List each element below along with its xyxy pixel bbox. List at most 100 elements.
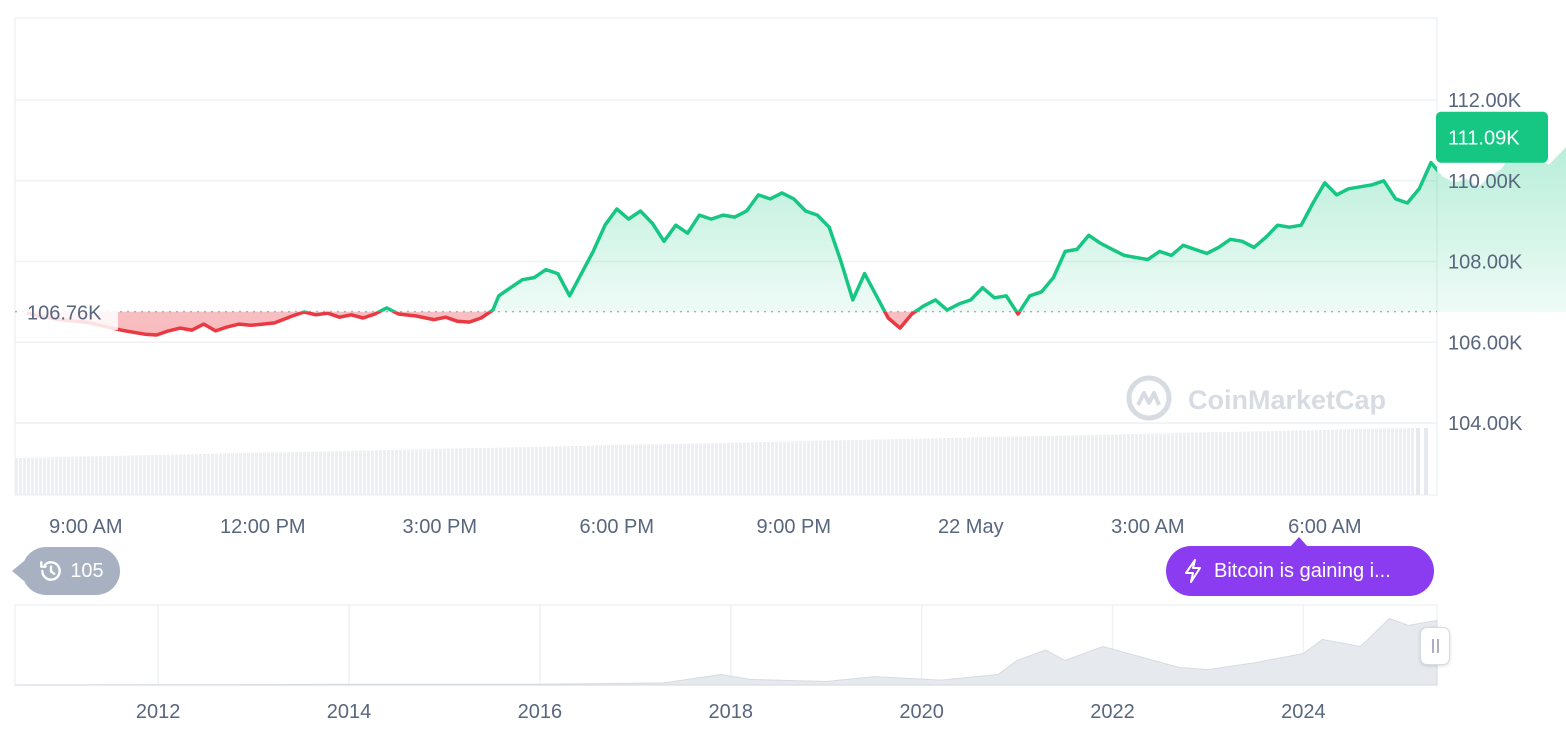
volume-bar	[1007, 436, 1010, 495]
range-navigator[interactable]: 2012 2014 2016 2018 2020 2022 2024	[14, 604, 1438, 723]
volume-bar	[995, 436, 998, 495]
volume-bar	[35, 457, 38, 495]
volume-bar	[347, 450, 350, 495]
volume-bar	[491, 447, 494, 495]
volume-bar	[1371, 428, 1374, 495]
navigator-tick-label: 2014	[327, 701, 372, 723]
navigator-handle[interactable]	[1420, 627, 1450, 665]
x-tick-label: 22 May	[938, 516, 1004, 538]
volume-bar	[899, 439, 902, 495]
volume-bar	[687, 443, 690, 495]
volume-bar	[215, 453, 218, 495]
volume-bar	[291, 452, 294, 495]
volume-bar	[823, 440, 826, 495]
volume-bar	[1071, 435, 1074, 495]
volume-bar	[299, 451, 302, 495]
volume-bar	[1179, 433, 1182, 495]
navigator-tick-label: 2022	[1090, 701, 1135, 723]
volume-bar	[839, 440, 842, 495]
volume-bar	[1291, 430, 1294, 495]
volume-bar	[1247, 431, 1250, 495]
navigator-tick-label: 2018	[709, 701, 754, 723]
volume-bar	[271, 452, 274, 495]
volume-bar	[1107, 434, 1110, 495]
volume-bar	[907, 438, 910, 495]
volume-bar	[399, 449, 402, 495]
volume-bar	[167, 454, 170, 495]
volume-bar	[335, 451, 338, 495]
volume-bar	[31, 457, 34, 495]
y-tick-label: 112.00K	[1448, 90, 1522, 112]
volume-bar	[603, 445, 606, 495]
volume-bar	[783, 441, 786, 495]
volume-bar	[883, 439, 886, 495]
volume-bar	[155, 454, 158, 495]
volume-bar	[379, 450, 382, 495]
volume-bar	[975, 437, 978, 495]
volume-bar	[519, 447, 522, 495]
volume-bar	[631, 444, 634, 495]
volume-bar	[751, 442, 754, 495]
volume-bar	[431, 449, 434, 495]
volume-bar	[679, 443, 682, 495]
volume-bar	[587, 445, 590, 495]
volume-bar	[775, 441, 778, 495]
volume-bar	[455, 448, 458, 495]
volume-bar	[763, 441, 766, 495]
volume-bar	[1295, 430, 1298, 495]
volume-bar	[495, 447, 498, 495]
volume-bar	[1403, 428, 1406, 495]
volume-bar	[895, 439, 898, 495]
volume-bar	[1123, 434, 1126, 495]
volume-bar	[111, 455, 114, 495]
volume-bar	[499, 447, 502, 495]
volume-bar	[815, 440, 818, 495]
news-button[interactable]: Bitcoin is gaining i...	[1166, 537, 1434, 596]
volume-bar	[207, 453, 210, 495]
volume-bar	[1311, 430, 1314, 495]
volume-bar	[1399, 428, 1402, 495]
volume-bar	[1083, 435, 1086, 495]
volume-bar	[1035, 436, 1038, 495]
history-button[interactable]: 105	[12, 547, 120, 595]
volume-bar	[1143, 433, 1146, 495]
volume-bar	[659, 444, 662, 495]
area-above-reference	[379, 147, 1566, 312]
volume-bar	[983, 437, 986, 495]
volume-bar	[575, 445, 578, 495]
volume-bar	[391, 449, 394, 495]
navigator-tick-label: 2020	[899, 701, 944, 723]
volume-bar	[479, 448, 482, 495]
volume-bar	[1243, 431, 1246, 495]
volume-bar	[47, 457, 50, 495]
volume-bar	[959, 437, 962, 495]
volume-bar	[135, 455, 138, 495]
volume-bar	[1363, 429, 1366, 495]
volume-bar	[547, 446, 550, 495]
reference-label: 106.76K	[27, 303, 102, 325]
volume-bar	[1355, 429, 1358, 495]
volume-bar	[1075, 435, 1078, 495]
volume-bar	[95, 456, 98, 495]
volume-bar	[635, 444, 638, 495]
volume-bar	[131, 455, 134, 495]
volume-bar	[367, 450, 370, 495]
volume-bar	[279, 452, 282, 495]
volume-bar	[935, 438, 938, 495]
volume-bar	[315, 451, 318, 495]
volume-bar	[539, 446, 542, 495]
volume-bar	[435, 448, 438, 495]
volume-bar	[551, 446, 554, 495]
volume-bar	[939, 438, 942, 495]
volume-bar	[1015, 436, 1018, 495]
volume-bar	[511, 447, 514, 495]
volume-bar	[711, 443, 714, 495]
volume-bar	[1167, 433, 1170, 495]
volume-bar	[1203, 432, 1206, 495]
volume-bar	[987, 437, 990, 495]
volume-bar	[1307, 430, 1310, 495]
volume-bar	[1395, 428, 1398, 495]
volume-bar	[947, 438, 950, 495]
volume-bar	[627, 444, 630, 495]
